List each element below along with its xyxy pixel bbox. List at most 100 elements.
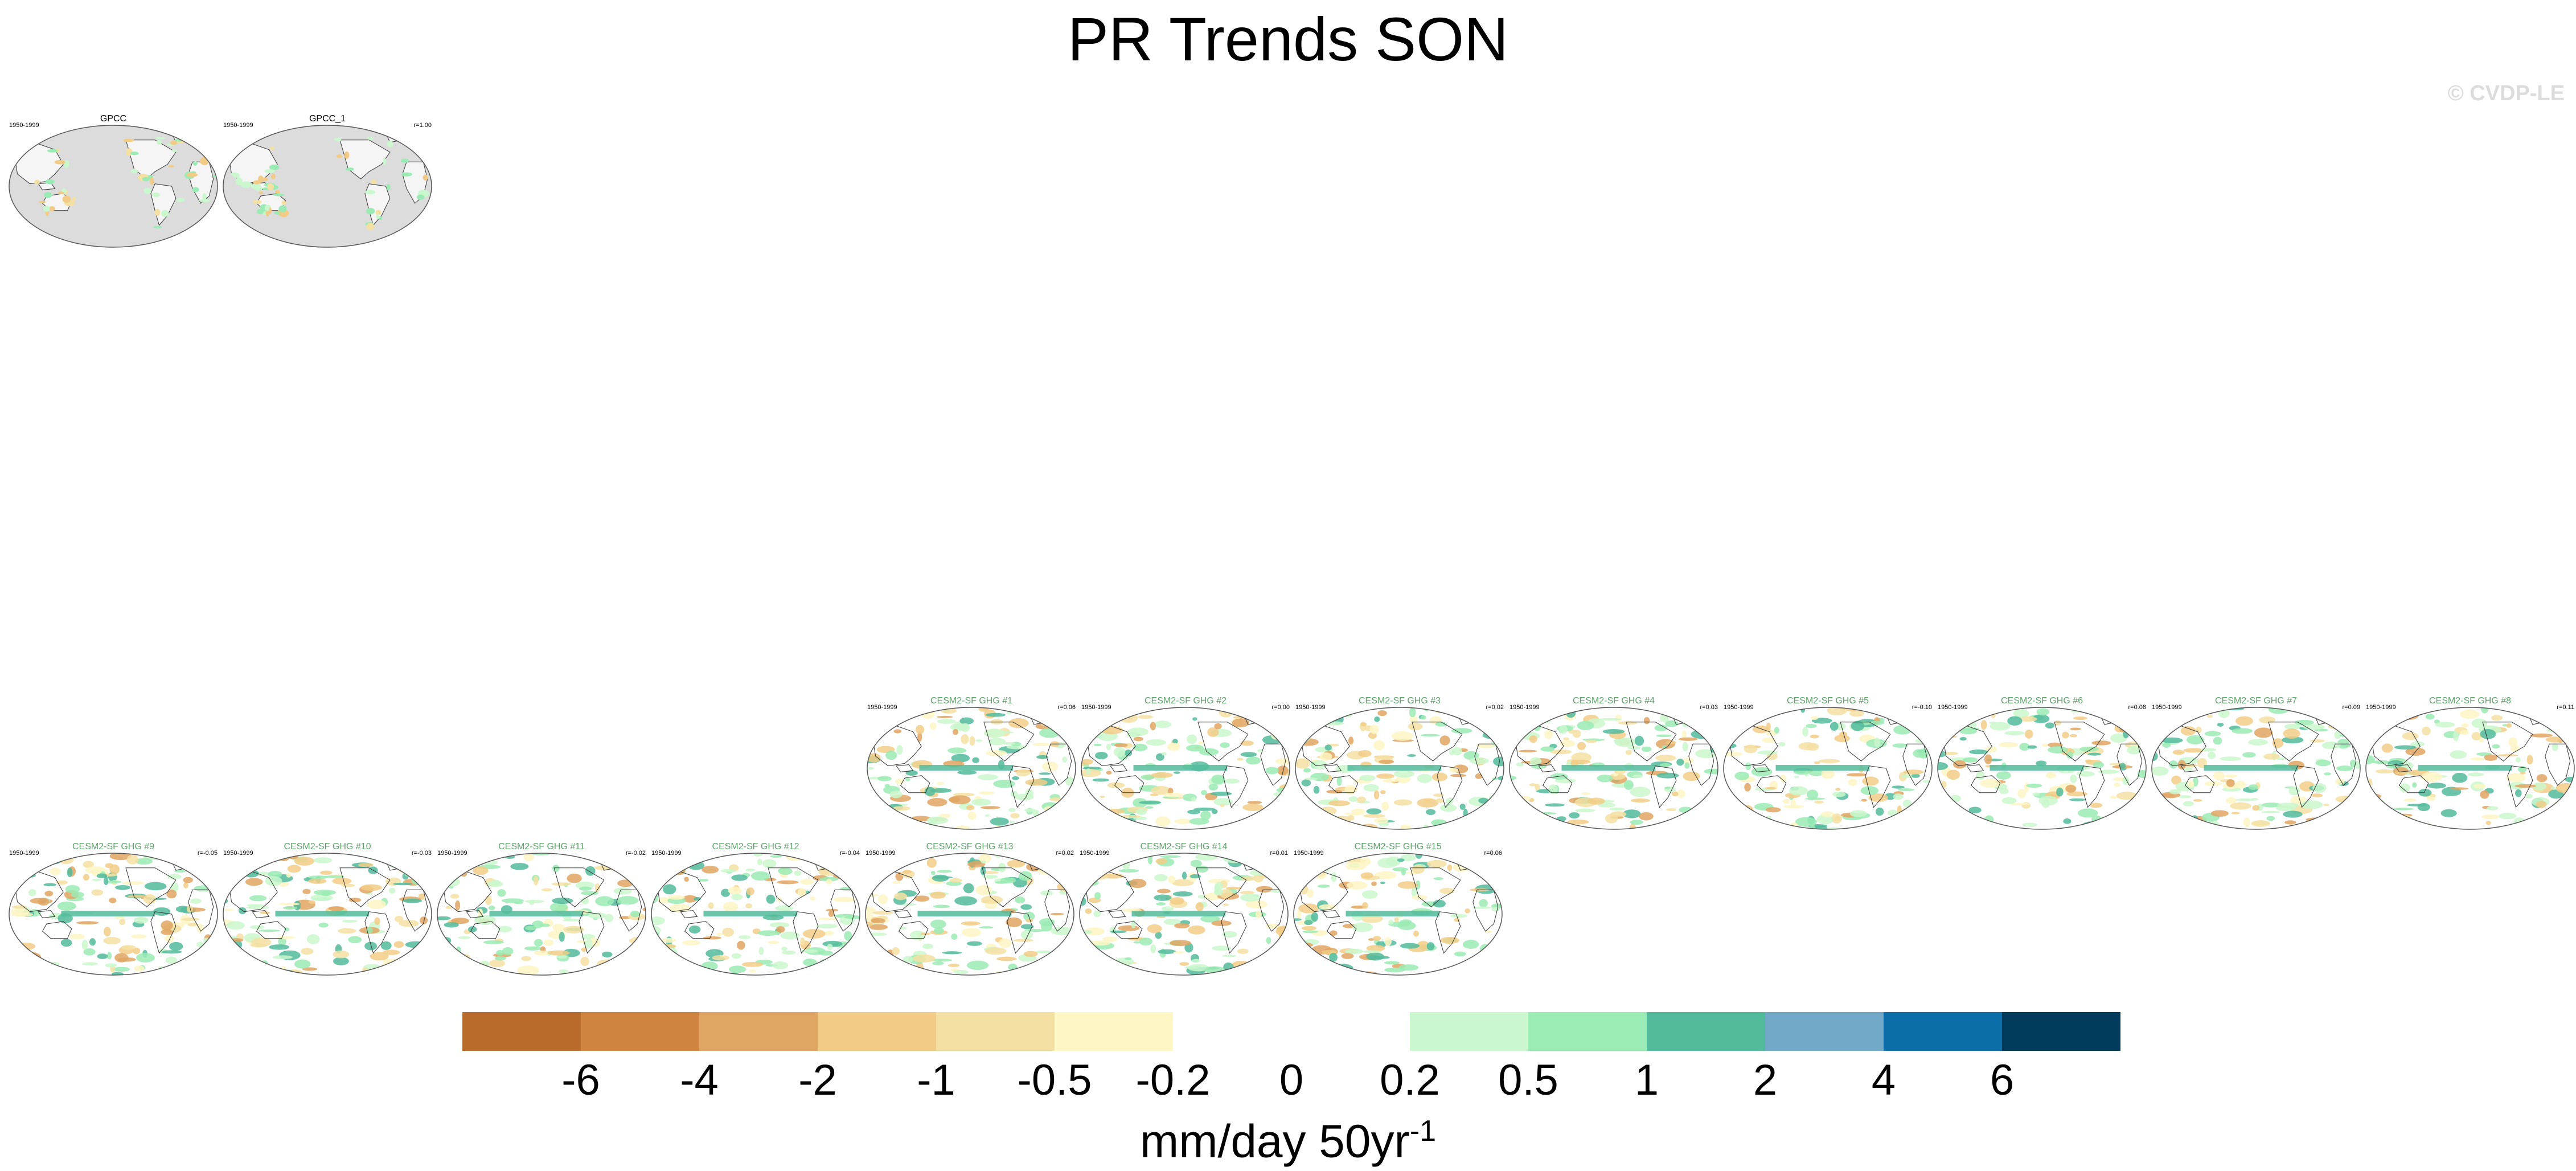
trend-patch — [884, 784, 890, 788]
map-panel: CESM2-SF GHG #13 1950-1999 r=0.02 — [864, 842, 1075, 982]
trend-patch — [1188, 925, 1205, 935]
trend-patch — [1200, 915, 1220, 923]
trend-patch — [2485, 821, 2491, 825]
trend-patch — [175, 970, 194, 975]
trend-patch — [153, 226, 162, 228]
panel-title: CESM2-SF GHG #7 — [2214, 696, 2298, 706]
trend-patch — [1318, 904, 1336, 910]
trend-patch — [337, 154, 342, 158]
trend-patch — [1700, 808, 1717, 816]
trend-patch — [1599, 718, 1622, 721]
continent-outline — [1326, 921, 1357, 939]
trend-patch — [2019, 743, 2030, 751]
trend-patch — [168, 165, 174, 168]
panel-title: CESM2-SF GHG #14 — [1140, 842, 1228, 851]
trend-patch — [871, 918, 885, 924]
trend-patch — [1454, 951, 1466, 957]
trend-patch — [192, 187, 199, 193]
trend-patch — [180, 129, 190, 137]
trend-patch — [2070, 727, 2081, 731]
map-panel: CESM2-SF GHG #15 1950-1999 r=0.06 — [1293, 842, 1503, 982]
trend-patch — [171, 149, 178, 152]
trend-patch — [1559, 725, 1568, 734]
trend-patch — [2275, 805, 2296, 812]
trend-patch — [826, 879, 832, 885]
trend-patch — [867, 816, 881, 819]
colorbar-label: mm/day 50yr-1 — [0, 1104, 2576, 1169]
trend-patch — [745, 903, 752, 908]
trend-patch — [196, 873, 204, 878]
trend-patch — [1755, 822, 1766, 827]
trend-patch — [224, 960, 231, 967]
trend-patch — [2532, 782, 2547, 791]
equatorial-band — [1775, 765, 1870, 771]
trend-patch — [1849, 810, 1867, 817]
trend-patch — [1015, 896, 1026, 904]
trend-patch — [2543, 816, 2550, 819]
trend-patch — [844, 931, 852, 941]
trend-patch — [1384, 967, 1406, 973]
trend-patch — [437, 859, 455, 863]
trend-patch — [2553, 820, 2569, 828]
trend-patch — [2450, 750, 2467, 759]
trend-patch — [1469, 859, 1482, 867]
trend-patch — [1445, 797, 1454, 805]
trend-patch — [2226, 797, 2237, 804]
trend-patch — [1492, 806, 1504, 810]
trend-patch — [1489, 795, 1494, 800]
continent-outline — [2054, 722, 2105, 761]
trend-patch — [371, 179, 377, 185]
trend-patch — [2410, 741, 2425, 747]
trend-patch — [132, 947, 141, 955]
trend-patch — [1602, 729, 1625, 734]
trend-patch — [731, 953, 741, 959]
trend-patch — [1382, 779, 1399, 783]
trend-patch — [833, 896, 856, 903]
trend-patch — [1170, 897, 1185, 905]
trend-patch — [1869, 720, 1885, 725]
trend-patch — [1597, 775, 1613, 783]
trend-patch — [1472, 906, 1492, 909]
continent-outline — [900, 775, 930, 793]
trend-patch — [1483, 952, 1502, 958]
trend-patch — [1980, 720, 1987, 730]
trend-patch — [103, 936, 121, 945]
trend-patch — [1110, 930, 1127, 933]
panel-years: 1950-1999 — [223, 122, 253, 129]
map-panel: CESM2-SF GHG #8 1950-1999 r=0.11 — [2365, 696, 2575, 836]
trend-patch — [1622, 809, 1641, 818]
trend-patch — [1984, 754, 1992, 764]
trend-patch — [777, 880, 799, 885]
trend-patch — [1560, 740, 1576, 747]
trend-patch — [1439, 887, 1455, 894]
continent-outline — [2268, 722, 2319, 761]
map-boundary — [1509, 707, 1718, 830]
trend-patch — [144, 882, 167, 891]
trend-patch — [2159, 715, 2176, 723]
trend-patch — [1494, 952, 1502, 959]
panel-correlation: r=0.08 — [2128, 704, 2147, 711]
trend-patch — [1422, 824, 1429, 829]
trend-patch — [81, 940, 88, 950]
trend-patch — [1488, 970, 1502, 974]
trend-patch — [953, 728, 959, 735]
map-panel-svg — [1509, 707, 1718, 830]
trend-patch — [96, 873, 108, 879]
trend-patch — [1944, 751, 1958, 755]
trend-patch — [251, 937, 272, 947]
trend-patch — [111, 972, 124, 975]
trend-patch — [1790, 800, 1796, 807]
trend-patch — [180, 129, 188, 135]
trend-patch — [2491, 715, 2503, 721]
trend-patch — [2417, 802, 2430, 812]
trend-patch — [2566, 793, 2574, 801]
trend-patch — [1360, 722, 1367, 727]
trend-patch — [1426, 859, 1447, 868]
trend-patch — [1211, 945, 1232, 951]
trend-patch — [2460, 730, 2470, 735]
trend-patch — [2506, 723, 2512, 728]
trend-patch — [961, 921, 981, 926]
trend-patch — [1938, 734, 1941, 740]
trend-patch — [275, 190, 280, 194]
trend-patch — [401, 172, 412, 177]
